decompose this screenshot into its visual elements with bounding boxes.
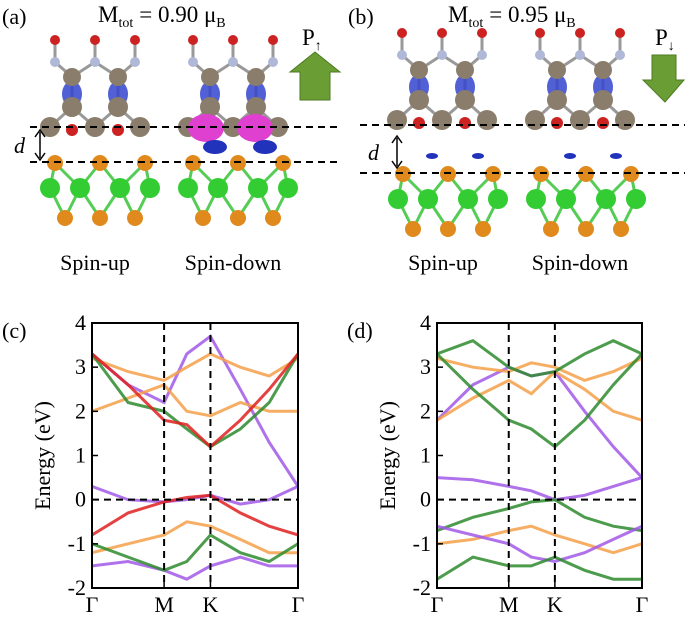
y-tick-label: 1 (420, 443, 431, 468)
band-line (92, 352, 298, 449)
y-tick-label: 4 (420, 310, 431, 335)
plot-area (437, 339, 642, 581)
band-line (92, 334, 298, 488)
spin-label: Spin-up (408, 250, 478, 275)
band-line (437, 369, 642, 422)
moment-title: Mtot = 0.95 μB (448, 2, 576, 31)
panel-label: (c) (2, 318, 26, 343)
moment-title: Mtot = 0.90 μB (98, 2, 226, 31)
y-tick-label: 2 (75, 398, 86, 423)
panel-label: (b) (348, 4, 374, 29)
band-line (437, 498, 642, 533)
band-line (92, 533, 298, 572)
band-line (92, 383, 298, 418)
spin-label: Spin-down (532, 250, 629, 275)
band-line (437, 356, 642, 382)
band-line (92, 520, 298, 555)
x-tick-label: M (499, 592, 519, 617)
y-tick-label: -1 (68, 531, 86, 556)
band-line (437, 339, 642, 378)
polarization: P↓ (655, 25, 675, 54)
y-tick-label: 0 (75, 487, 86, 512)
x-tick-label: K (547, 592, 563, 617)
band-line (92, 352, 298, 383)
band-line (437, 476, 642, 502)
y-tick-label: 3 (420, 354, 431, 379)
panel-label: (a) (2, 4, 26, 29)
band-line (437, 524, 642, 564)
panel-a: (a) Mtot = 0.90 μB P↑ d Spin-up Spin-down (2, 2, 342, 275)
y-tick-label: -2 (68, 575, 86, 600)
y-axis-label: Energy (eV) (375, 401, 400, 510)
band-line (437, 555, 642, 581)
axes-frame (436, 322, 643, 589)
panel-label: (d) (347, 318, 373, 343)
x-tick-label: Γ (636, 592, 649, 617)
axes-frame (91, 322, 299, 589)
plot-area (92, 334, 298, 581)
x-tick-label: K (203, 592, 219, 617)
y-tick-label: 2 (420, 398, 431, 423)
y-tick-label: 3 (75, 354, 86, 379)
distance-label: d (368, 140, 380, 165)
spin-label: Spin-up (60, 250, 130, 275)
band-line (92, 555, 298, 581)
band-line (92, 493, 298, 537)
polarization: P↑ (302, 25, 322, 54)
y-tick-label: -1 (413, 531, 431, 556)
x-tick-label: M (154, 592, 174, 617)
distance-label: d (14, 133, 26, 158)
panel-b: (b) Mtot = 0.95 μB P↓ d Spin-up Spin-down (348, 2, 685, 275)
spin-label: Spin-down (185, 250, 282, 275)
band-line (437, 352, 642, 449)
y-tick-label: -2 (413, 575, 431, 600)
y-tick-label: 4 (75, 310, 86, 335)
y-axis-label: Energy (eV) (30, 401, 55, 510)
x-tick-label: Γ (431, 592, 444, 617)
x-tick-label: Γ (292, 592, 305, 617)
y-tick-label: 0 (420, 487, 431, 512)
y-tick-label: 1 (75, 443, 86, 468)
x-tick-label: Γ (86, 592, 99, 617)
band-line (92, 353, 298, 449)
